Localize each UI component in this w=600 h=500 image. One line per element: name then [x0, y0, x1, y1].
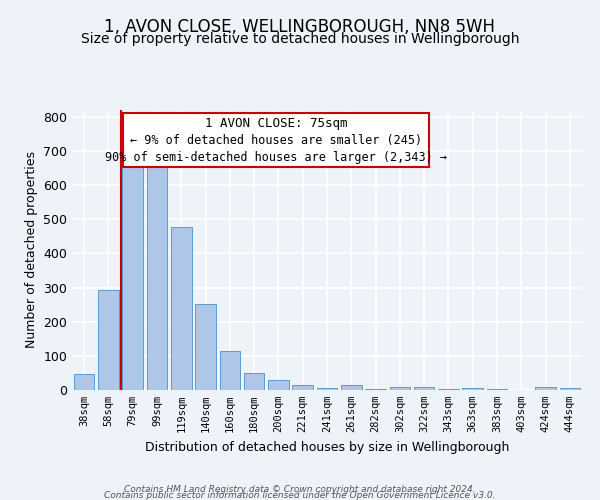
X-axis label: Distribution of detached houses by size in Wellingborough: Distribution of detached houses by size …: [145, 440, 509, 454]
Y-axis label: Number of detached properties: Number of detached properties: [25, 152, 38, 348]
Text: Size of property relative to detached houses in Wellingborough: Size of property relative to detached ho…: [81, 32, 519, 46]
Text: 1, AVON CLOSE, WELLINGBOROUGH, NN8 5WH: 1, AVON CLOSE, WELLINGBOROUGH, NN8 5WH: [104, 18, 496, 36]
Bar: [122, 166, 143, 390]
Text: Contains public sector information licensed under the Open Government Licence v3: Contains public sector information licen…: [104, 491, 496, 500]
Text: Contains HM Land Registry data © Crown copyright and database right 2024.: Contains HM Land Registry data © Crown c…: [124, 484, 476, 494]
Bar: [560, 388, 580, 390]
Bar: [389, 388, 410, 390]
Bar: [438, 389, 459, 390]
Text: 90% of semi-detached houses are larger (2,343) →: 90% of semi-detached houses are larger (…: [105, 151, 447, 164]
Bar: [317, 388, 337, 390]
Bar: [535, 388, 556, 390]
Text: 1 AVON CLOSE: 75sqm: 1 AVON CLOSE: 75sqm: [205, 117, 347, 130]
Bar: [146, 161, 167, 390]
Bar: [341, 385, 362, 390]
Bar: [171, 227, 191, 390]
Bar: [463, 388, 483, 390]
Bar: [365, 389, 386, 390]
Bar: [487, 389, 508, 390]
Bar: [292, 385, 313, 390]
Bar: [414, 386, 434, 390]
Bar: [98, 290, 119, 390]
Bar: [195, 304, 216, 390]
Bar: [268, 380, 289, 390]
Bar: [244, 373, 265, 390]
Bar: [74, 374, 94, 390]
FancyBboxPatch shape: [123, 113, 429, 168]
Text: ← 9% of detached houses are smaller (245): ← 9% of detached houses are smaller (245…: [130, 134, 422, 146]
Bar: [220, 350, 240, 390]
